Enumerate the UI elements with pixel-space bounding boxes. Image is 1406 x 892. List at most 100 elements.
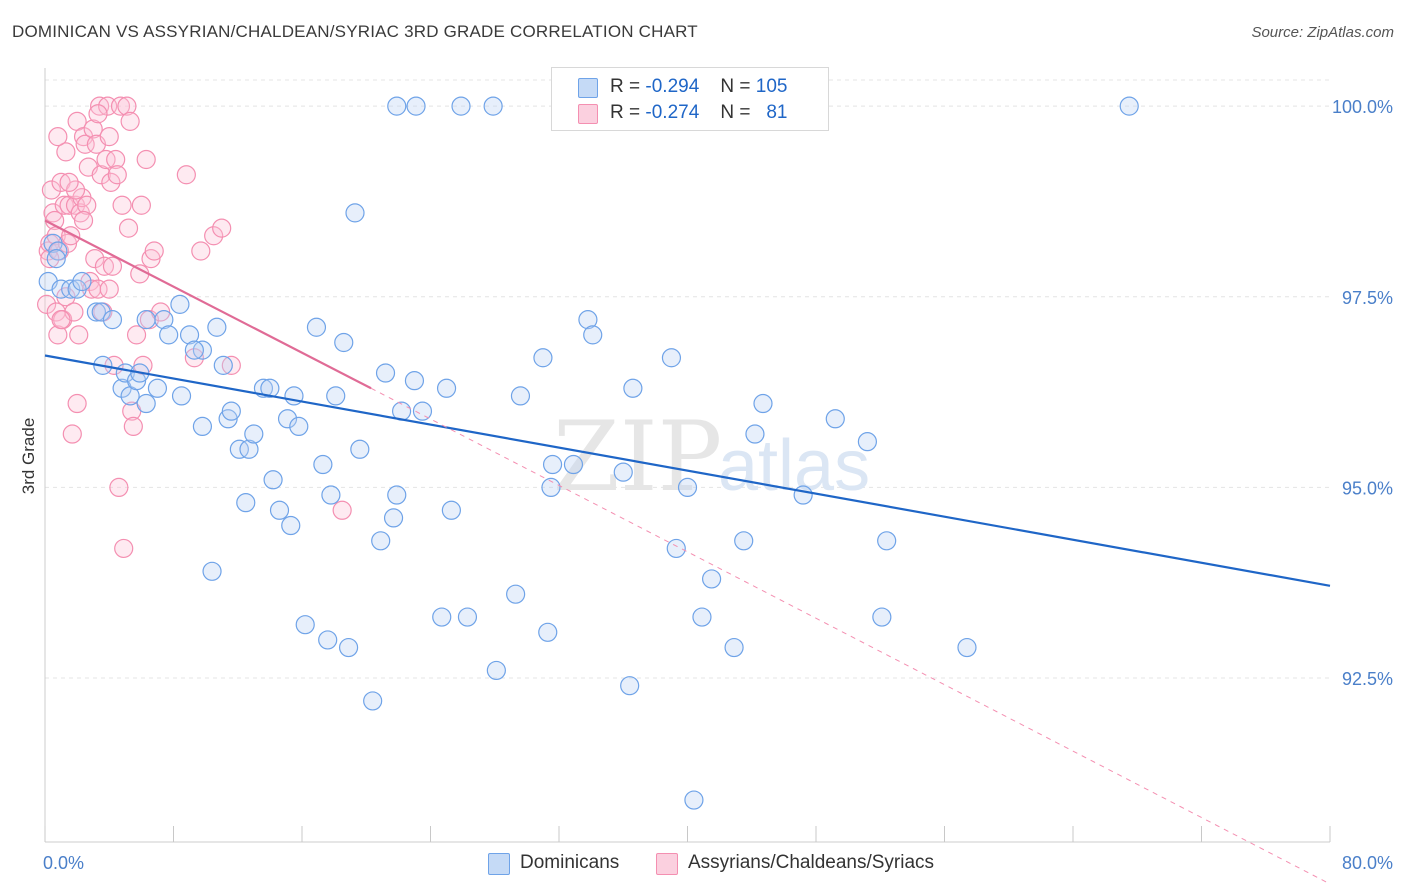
- assyrian-point: [184, 348, 204, 368]
- dominican-point: [441, 500, 461, 520]
- assyrian-point: [59, 172, 79, 192]
- assyrian-point: [107, 165, 127, 185]
- dominican-point: [72, 271, 92, 292]
- dominican-point: [701, 569, 722, 589]
- assyrian-point: [88, 104, 108, 124]
- assyrian-point: [99, 127, 119, 147]
- assyrian-point: [43, 203, 63, 223]
- dominican-point: [318, 630, 338, 650]
- dominican-point: [202, 561, 222, 581]
- assyrian-point: [54, 195, 74, 215]
- dominican-point: [236, 493, 256, 513]
- assyrian-point: [83, 119, 103, 139]
- x-tick-labels: 0.0% 80.0%: [43, 853, 1393, 873]
- dominican-point: [321, 485, 341, 505]
- pink-swatch: [578, 104, 598, 124]
- dominican-point: [486, 660, 506, 681]
- dominican-point: [350, 439, 370, 459]
- assyrian-point: [90, 96, 110, 116]
- dominican-point: [207, 317, 227, 337]
- assyrian-point: [40, 249, 60, 269]
- dominican-point: [404, 371, 425, 391]
- dominican-point: [136, 310, 156, 330]
- dominican-point: [1119, 96, 1139, 116]
- assyrian-point: [126, 325, 147, 345]
- dominican-point: [677, 477, 698, 498]
- blue-series-points: [38, 96, 1139, 810]
- dominican-point: [957, 637, 977, 658]
- assyrian-point: [48, 127, 68, 147]
- dominican-point: [295, 615, 315, 635]
- dominican-point: [613, 462, 633, 482]
- assyrian-point: [48, 325, 68, 345]
- y-tick-labels: 92.5% 95.0% 97.5% 100.0%: [1332, 97, 1393, 689]
- dominican-point: [872, 607, 892, 627]
- dominican-point: [533, 348, 553, 368]
- dominican-point: [506, 584, 526, 604]
- assyrian-trend-line: [44, 219, 372, 390]
- dominican-point: [383, 508, 404, 528]
- dominican-point: [510, 386, 531, 406]
- stats-legend: R = -0.294 N = 105 R = -0.274 N = 81: [551, 67, 829, 131]
- legend-label-assyrians: Assyrians/Chaldeans/Syriacs: [688, 852, 935, 873]
- n-value-dominicans: 105: [755, 76, 788, 97]
- dominican-point: [306, 317, 327, 337]
- dominican-point: [48, 241, 68, 261]
- dominican-point: [745, 424, 765, 444]
- dominican-point: [136, 393, 156, 414]
- dominican-point: [159, 325, 179, 345]
- dominican-point: [793, 485, 813, 505]
- dominican-point: [457, 607, 478, 627]
- dominican-point: [154, 310, 174, 330]
- dominican-point: [541, 477, 561, 498]
- blue-swatch: [578, 78, 598, 98]
- legend-label-dominicans: Dominicans: [520, 852, 620, 873]
- y-tick-label: 97.5%: [1342, 288, 1393, 308]
- dominican-point: [877, 531, 897, 551]
- dominican-point: [692, 607, 712, 627]
- assyrian-point: [136, 149, 156, 170]
- blue-legend-swatch: [488, 853, 510, 875]
- assyrian-point: [75, 134, 95, 154]
- assyrian-point: [204, 226, 224, 246]
- assyrian-point: [144, 241, 164, 261]
- dominican-point: [623, 378, 643, 398]
- assyrian-point: [118, 218, 139, 238]
- dominican-point: [387, 485, 407, 505]
- dominican-point: [170, 294, 190, 314]
- dominican-point: [260, 378, 280, 398]
- watermark: ZIP atlas: [553, 401, 870, 513]
- dominican-point: [277, 409, 298, 429]
- pink-series-points: [37, 96, 352, 559]
- dominican-point: [338, 637, 359, 658]
- dominican-point: [192, 340, 213, 360]
- assyrian-point: [99, 279, 119, 299]
- assyrian-point: [65, 180, 86, 200]
- dominican-point: [620, 676, 640, 696]
- dominican-point: [542, 454, 563, 475]
- assyrian-point: [102, 256, 123, 276]
- assyrian-point: [73, 210, 94, 231]
- dominican-trend-line: [44, 354, 1331, 587]
- dominican-point: [239, 439, 259, 459]
- dominican-point: [666, 538, 686, 559]
- dominican-point: [221, 401, 241, 421]
- assyrian-point: [114, 538, 134, 559]
- dominican-point: [263, 470, 283, 490]
- dominican-point: [563, 454, 584, 475]
- n-value-assyrians: 81: [766, 102, 788, 123]
- dominican-point: [412, 401, 433, 421]
- chart-source: Source: ZipAtlas.com: [1251, 24, 1394, 41]
- assyrian-point: [62, 424, 82, 444]
- assyrian-point: [191, 241, 211, 261]
- dominican-point: [538, 622, 558, 642]
- dominican-point: [229, 439, 249, 459]
- dominican-point: [483, 96, 503, 116]
- x-tick-label-max: 80.0%: [1342, 853, 1393, 873]
- assyrian-point: [130, 264, 150, 284]
- dominican-point: [583, 325, 603, 345]
- dominican-point: [326, 386, 346, 406]
- assyrian-point: [221, 355, 241, 375]
- dominican-point: [363, 691, 383, 711]
